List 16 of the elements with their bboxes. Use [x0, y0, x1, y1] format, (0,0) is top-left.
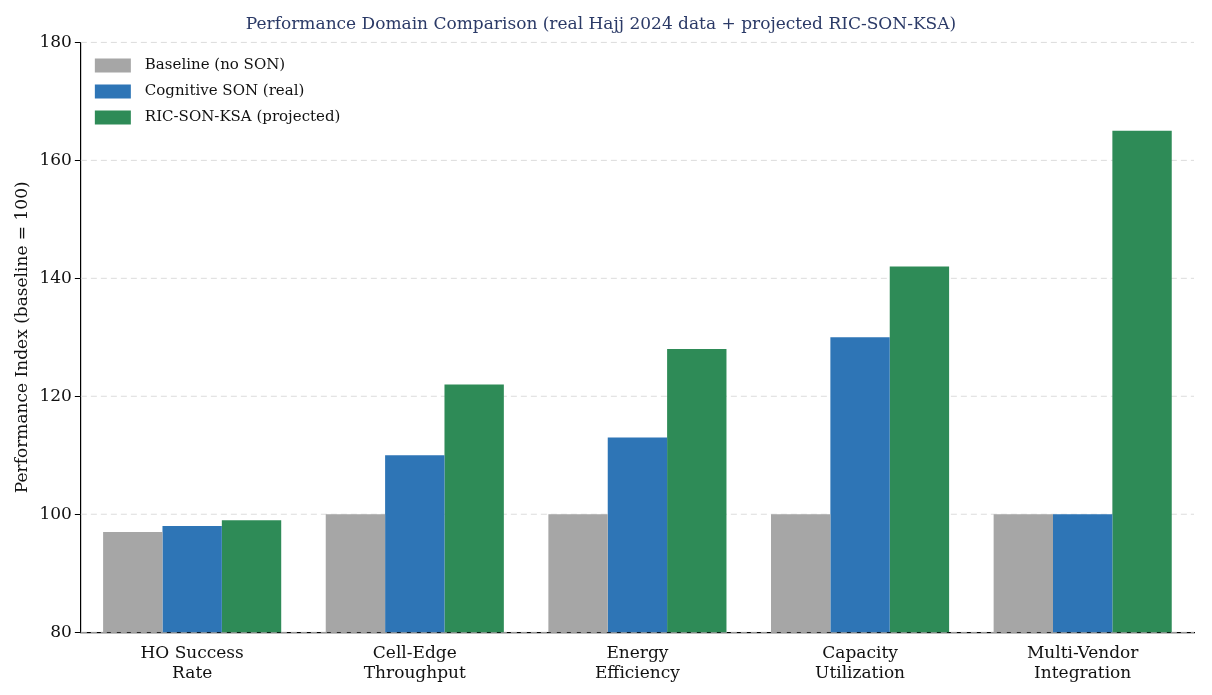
legend-label: Cognitive SON (real): [144, 81, 305, 100]
y-tick-label: 160: [39, 148, 72, 169]
x-tick-label: Capacity Utilization: [815, 641, 906, 683]
legend-label: Baseline (no SON): [144, 55, 286, 74]
x-tick-label: Cell-Edge Throughput: [363, 641, 467, 683]
x-tick-label: Energy Efficiency: [594, 641, 681, 683]
y-tick-label: 120: [39, 384, 72, 405]
y-tick-label: 180: [39, 30, 72, 51]
y-tick-label: 100: [39, 502, 72, 523]
x-tick-label: HO Success Rate: [140, 641, 244, 683]
legend-label: RIC-SON-KSA (projected): [144, 107, 341, 126]
y-axis-title: Performance Index (baseline = 100): [10, 181, 31, 494]
chart-title: Performance Domain Comparison (real Hajj 2024 data + projected RIC-SON-KSA): [245, 12, 957, 33]
y-tick-label: 140: [39, 266, 72, 287]
y-tick-label: 80: [50, 620, 72, 641]
x-tick-label: Multi-Vendor Integration: [1026, 641, 1140, 683]
